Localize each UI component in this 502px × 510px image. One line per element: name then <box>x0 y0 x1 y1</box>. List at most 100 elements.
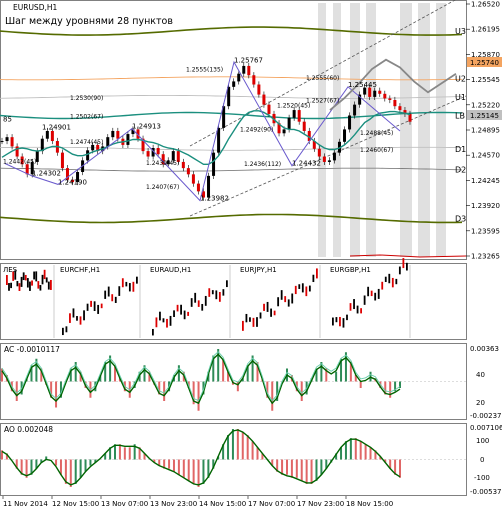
ao-title: AO 0.002048 <box>4 425 53 434</box>
candle-body <box>292 110 296 118</box>
level-label-D1: D1 <box>455 145 466 154</box>
y-tick-label: 1.23920 <box>471 202 500 210</box>
forecast-band-1 <box>333 3 341 257</box>
level-line-LB <box>0 111 463 120</box>
candle-body <box>237 73 241 82</box>
candle-body <box>343 129 347 142</box>
mini-candle <box>211 290 214 295</box>
mini-candle <box>114 296 117 303</box>
candle-body <box>86 150 90 161</box>
mini-candle <box>280 290 283 300</box>
mini-candle <box>402 258 405 269</box>
x-tick-label: 13 Nov 07:00 <box>101 500 148 508</box>
candle-body <box>302 121 306 131</box>
mini-candle <box>104 290 107 299</box>
mini-candle <box>29 281 31 291</box>
mini-candle <box>8 283 10 291</box>
mini-candle <box>86 303 89 311</box>
level-labels: U3 U2 U1 LB D1 D2 D3 <box>455 27 466 223</box>
candle-body <box>363 87 367 95</box>
candle-body <box>222 106 226 128</box>
candle-body <box>146 151 150 157</box>
mini-candle <box>204 295 207 306</box>
ac-title: AC -0.0010117 <box>4 345 60 354</box>
candle-body <box>297 110 301 122</box>
mini-candle <box>180 304 182 315</box>
forecast-line <box>329 58 457 111</box>
level-line-U2 <box>0 76 463 81</box>
channel-lower <box>189 95 467 217</box>
mini-candle <box>294 285 297 295</box>
mini-candle <box>26 278 29 288</box>
mini-candle <box>332 317 334 326</box>
mini-candle <box>173 310 175 318</box>
candle-body <box>201 191 205 198</box>
candle-body <box>207 175 211 198</box>
mini-candle <box>10 282 12 289</box>
candle-body <box>161 154 165 165</box>
swing-label: 1.24901 <box>42 123 71 131</box>
mini-candle <box>395 278 398 285</box>
mini-candle <box>118 286 121 296</box>
mini-candle <box>12 271 15 281</box>
mini-candle <box>47 281 50 290</box>
candle-body <box>252 75 256 85</box>
mini-candle <box>215 290 218 300</box>
mini-candle <box>298 284 301 289</box>
mini-candle <box>374 292 377 301</box>
ac-tick-top: 0.00363 <box>470 345 499 353</box>
y-axis-ticks: 1.26520 1.26195 1.25870 1.25545 1.25220 1.248… <box>466 1 500 261</box>
mini-candle <box>266 301 269 312</box>
forecast-band-5 <box>418 3 430 257</box>
y-tick-label: 1.25545 <box>471 76 500 84</box>
mini-candle <box>93 301 96 311</box>
candle-body <box>30 161 34 175</box>
mini-candle <box>342 318 345 328</box>
candle-body <box>156 148 160 155</box>
candle-body <box>176 151 180 162</box>
candle-body <box>388 98 392 100</box>
ma-line <box>1 110 411 166</box>
candle-body <box>151 148 155 157</box>
candle-body <box>227 86 231 107</box>
mini-candle <box>360 308 362 314</box>
highlight-price-label: 1.25740 <box>470 59 499 67</box>
mini-candle <box>256 317 258 327</box>
mini-candle <box>97 304 100 314</box>
ao-tick-0: 0 <box>480 456 484 464</box>
mini-charts <box>6 258 411 338</box>
mini-candle <box>301 283 304 293</box>
candle-body <box>45 130 49 139</box>
mini-candle <box>349 303 352 311</box>
candle-body <box>257 84 261 95</box>
candle-body <box>71 179 75 183</box>
mini-candle <box>50 279 52 290</box>
mini-candle <box>76 316 78 321</box>
candle-body <box>0 141 4 143</box>
x-tick-label: 14 Nov 15:00 <box>199 500 246 508</box>
mini-candle <box>190 298 193 307</box>
candle-body <box>181 161 185 169</box>
swing-label: 1.25767 <box>234 56 263 64</box>
level-label-U2: U2 <box>455 74 466 83</box>
forecast-bands <box>318 3 446 257</box>
mini-candle <box>125 281 128 287</box>
candle-body <box>35 151 39 162</box>
mini-label-1: EURCHF,H1 <box>60 266 100 274</box>
mini-label-3: EURJPY,H1 <box>240 266 277 274</box>
candle-body <box>348 115 352 130</box>
swing-label: 1.2442(45) <box>3 158 36 165</box>
candle-body <box>136 129 140 139</box>
mini-candle <box>273 310 276 316</box>
candle-body <box>76 172 80 183</box>
mini-candle <box>159 311 161 321</box>
y-tick-label: 1.25870 <box>471 51 500 59</box>
mini-candle <box>388 273 391 284</box>
candle-body <box>403 110 407 114</box>
candle-body <box>327 160 331 162</box>
highlight-price-box <box>467 57 502 67</box>
candle-body <box>186 168 190 175</box>
ac-signal-line-1 <box>1 351 401 402</box>
current-price-label: 1.25145 <box>470 112 499 120</box>
